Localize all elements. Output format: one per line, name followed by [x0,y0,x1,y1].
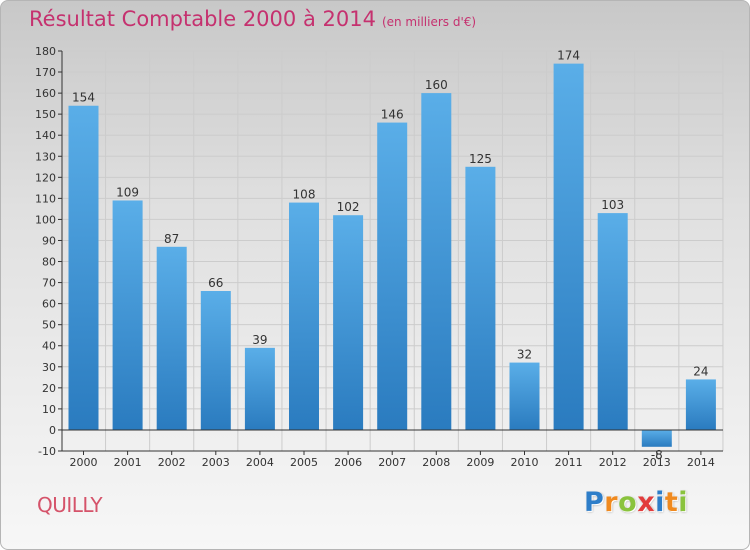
y-tick-label: 70 [42,277,56,290]
chart-title: Résultat Comptable 2000 à 2014 (en millie… [29,7,476,31]
value-label: 160 [425,78,448,92]
logo-letter: r [604,487,619,518]
x-tick-label: 2006 [334,456,362,469]
value-label: 24 [693,364,708,378]
logo-letter: x [637,487,656,518]
value-label: 146 [381,108,404,122]
y-tick-label: 30 [42,361,56,374]
y-tick-label: 50 [42,319,56,332]
value-label: 109 [116,185,139,199]
labels: 154 109 87 66 39 108 102 146 160 125 32 174 103 -8 24 [72,49,708,462]
x-tick-label: 2005 [290,456,318,469]
value-label: 103 [601,198,624,212]
bar-2007 [377,122,408,430]
logo-letter: P [584,487,605,518]
logo-letter: o [618,487,638,518]
y-tick-label: 130 [35,150,56,163]
x-tick-label: 2007 [378,456,406,469]
logo-letter: t [664,487,679,518]
value-label: 66 [208,276,223,290]
value-label: -8 [651,448,663,462]
bar-2006 [333,215,364,430]
bar-2012 [597,213,628,430]
x-tick-label: 2014 [687,456,715,469]
y-tick-label: 180 [35,45,56,58]
bar-2000 [68,105,99,430]
y-tick-label: 150 [35,108,56,121]
bar-2001 [112,200,143,430]
bar-2014 [685,379,716,430]
logo-letter: i [655,487,665,518]
proxiti-logo[interactable]: Proxiti [584,487,688,518]
y-tick-label: 90 [42,234,56,247]
y-tick-label: 120 [35,171,56,184]
value-label: 154 [72,91,95,105]
value-label: 125 [469,152,492,166]
y-tick-label: 10 [42,403,56,416]
bar-2010 [509,362,540,430]
y-tick-label: 140 [35,129,56,142]
bar-2005 [289,202,319,430]
x-tick-label: 2002 [158,456,186,469]
y-tick-label: 160 [35,87,56,100]
bar-2002 [156,246,187,430]
x-tick-label: 2000 [70,456,98,469]
value-label: 174 [557,49,580,63]
chart-title-text: Résultat Comptable 2000 à 2014 [29,7,376,31]
town-name: QUILLY [37,493,103,517]
bars [68,63,716,447]
value-label: 87 [164,232,179,246]
y-tick-label: 170 [35,66,56,79]
x-tick-label: 2011 [555,456,583,469]
chart-subtitle: (en milliers d'€) [381,15,477,29]
bar-2013 [641,429,672,447]
x-tick-label: 2009 [466,456,494,469]
bar-2008 [421,93,452,430]
x-tick-label: 2010 [511,456,539,469]
x-tick-label: 2008 [422,456,450,469]
y-tick-label: 40 [42,340,56,353]
axes: -10 0 10 20 30 40 50 60 70 80 90 100 110 120 130 140 150… [35,45,723,469]
x-tick-label: 2001 [114,456,142,469]
x-tick-label: 2013 [643,456,671,469]
bar-2003 [200,291,231,430]
y-tick-label: 60 [42,298,56,311]
y-tick-label: 110 [35,192,56,205]
value-label: 32 [517,348,532,362]
value-label: 102 [337,200,360,214]
y-tick-label: -10 [38,445,56,458]
value-label: 39 [252,333,267,347]
bar-2011 [553,63,584,430]
y-tick-label: 0 [49,424,56,437]
bar-2009 [465,166,496,430]
x-tick-label: 2003 [202,456,230,469]
value-label: 108 [293,188,316,202]
logo-letter: i [678,487,689,518]
x-tick-label: 2004 [246,456,274,469]
y-tick-label: 80 [42,256,56,269]
y-tick-label: 20 [42,382,56,395]
x-tick-label: 2012 [599,456,627,469]
y-tick-label: 100 [35,213,56,226]
bar-2004 [244,347,275,430]
